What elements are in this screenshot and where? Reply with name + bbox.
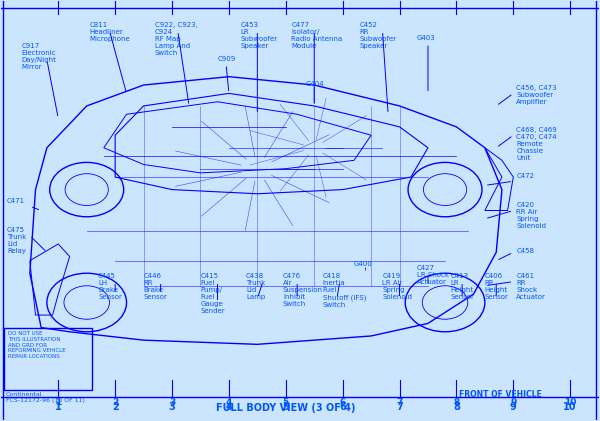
Text: G400: G400 [354,261,373,266]
Text: 6: 6 [340,398,346,407]
Text: C419
LR Air
Spring
Solenoid: C419 LR Air Spring Solenoid [382,273,412,300]
Text: 3: 3 [169,398,175,407]
Text: 3: 3 [169,402,175,412]
Text: C418
Inertia
Fuel
Shutoff (IFS)
Switch: C418 Inertia Fuel Shutoff (IFS) Switch [323,273,366,308]
Text: 2: 2 [112,398,118,407]
Bar [4,328,92,390]
Text: C406
RR
Height
Sensor: C406 RR Height Sensor [485,273,509,300]
Text: C415
Fuel
Pump/
Fuel
Gauge
Sender: C415 Fuel Pump/ Fuel Gauge Sender [200,273,225,314]
Text: 10: 10 [563,402,577,412]
Text: 5: 5 [283,398,289,407]
Text: C922, C923,
C924
RF Map
Lamp And
Switch: C922, C923, C924 RF Map Lamp And Switch [155,22,198,56]
Text: C427
LR Shock
Actuator: C427 LR Shock Actuator [416,265,449,285]
Text: C477
Isolator/
Radio Antenna
Module: C477 Isolator/ Radio Antenna Module [292,22,343,49]
Text: Continental
FCS-12172-96 (10 OF 11): Continental FCS-12172-96 (10 OF 11) [6,392,85,403]
Text: G403: G403 [416,35,436,41]
Text: 5: 5 [283,402,289,412]
Text: C446
RR
Brake
Sensor: C446 RR Brake Sensor [143,273,167,300]
Text: FRONT OF VEHICLE: FRONT OF VEHICLE [459,390,542,399]
Text: C461
RR
Shock
Actuator: C461 RR Shock Actuator [516,273,546,300]
Text: C438
Trunk
Lid
Lamp: C438 Trunk Lid Lamp [246,273,265,300]
Text: 1: 1 [55,402,62,412]
Text: DO NOT USE
THIS ILLUSTRATION
AND GRD FOR
REFORMING VEHICLE
REPAIR LOCATIONS: DO NOT USE THIS ILLUSTRATION AND GRD FOR… [8,331,66,359]
Text: C452
RR
Subwoofer
Speaker: C452 RR Subwoofer Speaker [360,22,397,49]
Text: C475
Trunk
Lid
Relay: C475 Trunk Lid Relay [7,227,26,254]
Text: C471: C471 [7,198,25,204]
Text: FULL BODY VIEW (3 OF 4): FULL BODY VIEW (3 OF 4) [216,403,356,413]
Text: G404: G404 [305,81,325,87]
Text: C413
LR
Height
Sensor: C413 LR Height Sensor [451,273,475,300]
Text: 7: 7 [396,402,403,412]
Text: 8: 8 [453,398,460,407]
Text: C917
Electronic
Day/Night
Mirror: C917 Electronic Day/Night Mirror [21,43,56,70]
Text: C420
RR Air
Spring
Solenoid: C420 RR Air Spring Solenoid [516,202,546,229]
Text: C909: C909 [218,56,236,62]
Text: 4: 4 [226,402,232,412]
Text: 9: 9 [510,402,517,412]
Text: C445
LH
Brake
Sensor: C445 LH Brake Sensor [98,273,122,300]
Text: 9: 9 [510,398,517,407]
Text: 8: 8 [453,402,460,412]
Text: C456, C473
Subwoofer
Amplifier: C456, C473 Subwoofer Amplifier [516,85,557,105]
Text: C811
Headliner
Microphone: C811 Headliner Microphone [89,22,130,42]
Text: 2: 2 [112,402,119,412]
Text: C472: C472 [516,173,534,179]
Text: C476
Air
Suspension
Inhibit
Switch: C476 Air Suspension Inhibit Switch [283,273,323,307]
Text: 7: 7 [397,398,403,407]
Text: 4: 4 [226,398,232,407]
Text: 6: 6 [339,402,346,412]
Text: 1: 1 [55,398,61,407]
Text: C453
LR
Subwoofer
Speaker: C453 LR Subwoofer Speaker [240,22,277,49]
Text: 10: 10 [564,398,577,407]
Text: C458: C458 [516,248,534,254]
Text: C468, C469
C470, C474
Remote
Chassie
Unit: C468, C469 C470, C474 Remote Chassie Uni… [516,127,557,161]
